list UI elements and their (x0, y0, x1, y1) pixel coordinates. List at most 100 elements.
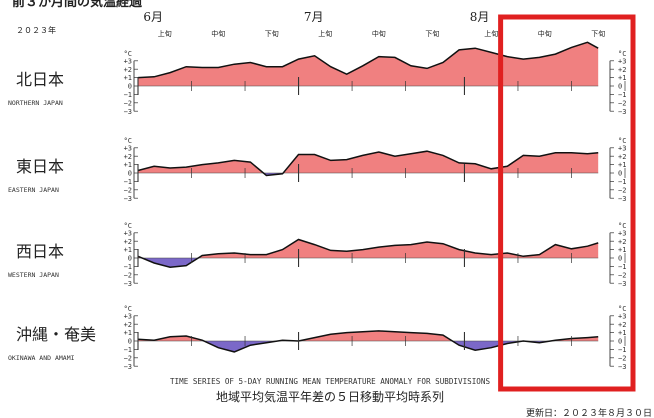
region-name-jp: 北日本 (16, 70, 64, 89)
y-tick-label: −2 (124, 186, 132, 194)
unit-label: °C (124, 50, 132, 58)
anomaly-series-line (137, 238, 599, 268)
y-tick-label: −3 (618, 195, 626, 203)
y-tick-label: −3 (124, 280, 132, 288)
y-tick-label: +2 (124, 238, 132, 246)
negative-anomaly-area (138, 341, 599, 352)
y-tick-label: 0 (618, 170, 622, 178)
y-tick-label: 0 (128, 255, 132, 263)
dekad-label: 上旬 (158, 29, 172, 38)
y-tick-label: −2 (618, 354, 626, 362)
unit-label: °C (618, 137, 626, 145)
positive-anomaly-area (138, 239, 599, 258)
y-tick-label: −2 (618, 271, 626, 279)
chart-title: 地域平均気温平年差の５日移動平均時系列 (216, 389, 444, 404)
unit-label: °C (124, 222, 132, 230)
y-tick-label: −3 (618, 280, 626, 288)
y-tick-label: −3 (124, 363, 132, 371)
month-label: 8月 (470, 10, 490, 24)
y-tick-label: 0 (618, 83, 622, 91)
month-label: 6月 (143, 10, 163, 24)
positive-anomaly-area (138, 330, 599, 341)
y-tick-label: +1 (124, 161, 132, 169)
unit-label: °C (124, 305, 132, 313)
positive-anomaly-area (138, 42, 599, 86)
month-labels: 6月 7月 8月 (143, 10, 489, 24)
unit-label: °C (618, 305, 626, 313)
y-tick-label: −1 (124, 91, 132, 99)
y-tick-label: −2 (124, 99, 132, 107)
y-tick-label: +1 (618, 246, 626, 254)
unit-label: °C (124, 137, 132, 145)
region-name-en: OKINAWA AND AMAMI (8, 354, 75, 362)
region-name-en: WESTERN JAPAN (8, 271, 59, 279)
y-tick-label: −1 (124, 178, 132, 186)
y-tick-label: −3 (124, 195, 132, 203)
unit-label: °C (618, 222, 626, 230)
dekad-label: 下旬 (591, 29, 605, 38)
y-tick-label: +3 (618, 144, 626, 152)
y-tick-label: +2 (618, 238, 626, 246)
y-tick-label: −2 (618, 99, 626, 107)
dekad-label: 上旬 (318, 29, 332, 38)
y-tick-label: +2 (618, 153, 626, 161)
y-tick-label: −1 (618, 263, 626, 271)
region-name-jp: 西日本 (16, 242, 64, 261)
y-tick-label: +2 (618, 66, 626, 74)
dekad-label: 下旬 (425, 29, 439, 38)
region-name-en: NORTHERN JAPAN (8, 99, 63, 107)
y-tick-label: −1 (124, 263, 132, 271)
banner-title: 前３か月間の気温経過 (12, 0, 143, 10)
dekad-label: 下旬 (265, 29, 279, 38)
y-tick-label: +1 (124, 329, 132, 337)
unit-label: °C (618, 50, 626, 58)
y-tick-label: +2 (124, 153, 132, 161)
y-tick-label: +1 (618, 74, 626, 82)
year-label: ２０２３年 (16, 25, 56, 35)
region-name-en: EASTERN JAPAN (8, 186, 59, 194)
dekad-label: 中旬 (372, 29, 386, 38)
y-tick-label: −2 (124, 271, 132, 279)
positive-anomaly-area (138, 151, 599, 173)
dekad-label: 上旬 (484, 29, 498, 38)
y-tick-label: +2 (618, 321, 626, 329)
highlight-rectangle (498, 14, 636, 392)
y-tick-label: −1 (618, 178, 626, 186)
y-tick-label: −1 (618, 346, 626, 354)
y-tick-label: +1 (618, 161, 626, 169)
region-name-jp: 東日本 (16, 157, 64, 176)
y-tick-label: −3 (618, 108, 626, 116)
y-tick-label: −3 (124, 108, 132, 116)
y-tick-label: +1 (618, 329, 626, 337)
y-tick-label: +2 (124, 66, 132, 74)
dekad-labels: 上旬 中旬 下旬 上旬 中旬 下旬 上旬 中旬 下旬 (158, 29, 605, 38)
y-tick-label: +3 (124, 312, 132, 320)
y-tick-label: +3 (124, 229, 132, 237)
chart-subtitle: TIME SERIES OF 5-DAY RUNNING MEAN TEMPER… (170, 377, 490, 386)
anomaly-series-line (137, 150, 599, 177)
y-tick-label: +3 (124, 57, 132, 65)
y-tick-label: +3 (124, 144, 132, 152)
update-date: 更新日：２０２３年８月３０日 (526, 407, 652, 418)
y-tick-label: −2 (124, 354, 132, 362)
dekad-label: 中旬 (211, 29, 225, 38)
y-tick-label: 0 (128, 170, 132, 178)
anomaly-series-line (137, 330, 599, 353)
dekad-label: 中旬 (538, 29, 552, 38)
y-tick-label: 0 (618, 338, 622, 346)
y-tick-label: −2 (618, 186, 626, 194)
y-tick-label: +3 (618, 57, 626, 65)
y-tick-label: +3 (618, 312, 626, 320)
region-name-jp: 沖縄・奄美 (16, 325, 96, 344)
y-tick-label: 0 (128, 338, 132, 346)
y-tick-label: 0 (128, 83, 132, 91)
y-tick-label: −1 (124, 346, 132, 354)
y-tick-label: 0 (618, 255, 622, 263)
y-tick-label: +1 (124, 74, 132, 82)
y-tick-label: −1 (618, 91, 626, 99)
